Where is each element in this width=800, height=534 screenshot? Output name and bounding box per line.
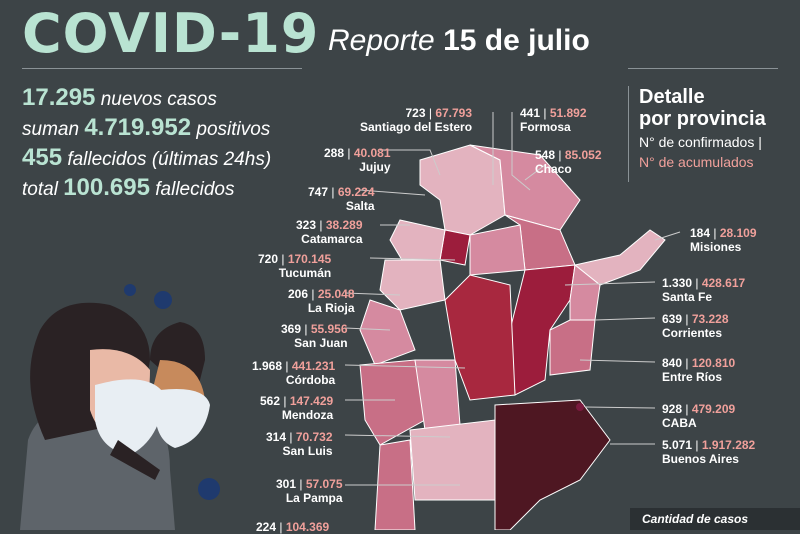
label-san-luis: 314 | 70.732 San Luis — [266, 430, 333, 458]
total-deaths-prefix: total — [22, 179, 58, 200]
report-date: 15 de julio — [443, 24, 590, 57]
leader-lines — [344, 112, 681, 486]
divider-left — [22, 68, 302, 69]
deaths-text: fallecidos — [67, 149, 147, 170]
label-caba: 928 | 479.209 CABA — [662, 402, 736, 430]
masked-people-illustration — [20, 302, 210, 530]
total-prefix: suman — [22, 119, 80, 140]
map-region-entre-rios — [549, 319, 596, 376]
legend-title-2: por provincia — [639, 108, 766, 130]
legend-accumulated: N° de acumulados — [639, 154, 754, 170]
label-chaco: 548 | 85.052 Chaco — [535, 148, 602, 176]
label-la-pampa: 301 | 57.075 La Pampa — [276, 477, 343, 505]
label-san-juan: 369 | 55.956 San Juan — [281, 322, 348, 350]
deaths-line: 455 fallecidos (últimas 24hs) — [22, 144, 271, 174]
report-word: Reporte — [328, 24, 435, 57]
label-tucuman: 720 | 170.145 Tucumán — [258, 252, 332, 280]
map-region-la-rioja — [379, 259, 446, 311]
scale-label: Cantidad de casos — [630, 508, 800, 530]
label-salta: 747 | 69.224 Salta — [308, 185, 375, 213]
label-neuquen-partial: 224 | 104.369 — [256, 520, 330, 534]
report-subtitle: Reporte 15 de julio — [328, 24, 590, 58]
total-positive-text: positivos — [196, 119, 271, 140]
summary-stats: 17.295 nuevos casos suman 4.719.952 posi… — [22, 84, 271, 204]
new-cases-line: 17.295 nuevos casos — [22, 84, 271, 114]
total-positive-line: suman 4.719.952 positivos — [22, 114, 271, 144]
map-region-buenos-aires — [494, 399, 611, 530]
label-corrientes: 639 | 73.228 Corrientes — [662, 312, 729, 340]
divider-right — [628, 68, 778, 69]
label-entre-rios: 840 | 120.810 Entre Ríos — [662, 356, 736, 384]
label-catamarca: 323 | 38.289 Catamarca — [296, 218, 363, 246]
label-buenos-aires: 5.071 | 1.917.282 Buenos Aires — [662, 438, 756, 466]
label-cordoba: 1.968 | 441.231 Córdoba — [252, 359, 336, 387]
map-region-jujuy-salta — [419, 144, 506, 236]
caba-dot — [576, 403, 584, 411]
map-region-santiago — [469, 224, 526, 276]
total-deaths-value: 100.695 — [63, 174, 150, 201]
virus-icon — [124, 284, 220, 500]
legend: Detalle por provincia N° de confirmados … — [628, 86, 789, 182]
new-cases-value: 17.295 — [22, 84, 96, 111]
total-deaths-text: fallecidos — [155, 179, 235, 200]
label-santa-fe: 1.330 | 428.617 Santa Fe — [662, 276, 746, 304]
total-positive-value: 4.719.952 — [84, 114, 192, 141]
label-misiones: 184 | 28.109 Misiones — [690, 226, 757, 254]
label-santiago-del-estero: 723 | 67.793 Santiago del Estero — [360, 106, 473, 134]
deaths-period: (últimas 24hs) — [151, 149, 272, 170]
map-region-la-pampa — [409, 419, 496, 501]
page-title: COVID-19 — [22, 2, 320, 65]
legend-confirmed: N° de confirmados | — [639, 134, 762, 150]
map-region-san-juan — [359, 299, 416, 366]
new-cases-text: nuevos casos — [100, 89, 217, 110]
total-deaths-line: total 100.695 fallecidos — [22, 174, 271, 204]
label-jujuy: 288 | 40.081 Jujuy — [324, 146, 391, 174]
legend-title-1: Detalle — [639, 86, 705, 108]
map-region-mendoza — [359, 359, 426, 446]
argentina-map — [359, 144, 666, 530]
label-la-rioja: 206 | 25.048 La Rioja — [288, 287, 355, 315]
label-formosa: 441 | 51.892 Formosa — [520, 106, 587, 134]
deaths-value: 455 — [22, 144, 63, 171]
label-mendoza: 562 | 147.429 Mendoza — [260, 394, 334, 422]
